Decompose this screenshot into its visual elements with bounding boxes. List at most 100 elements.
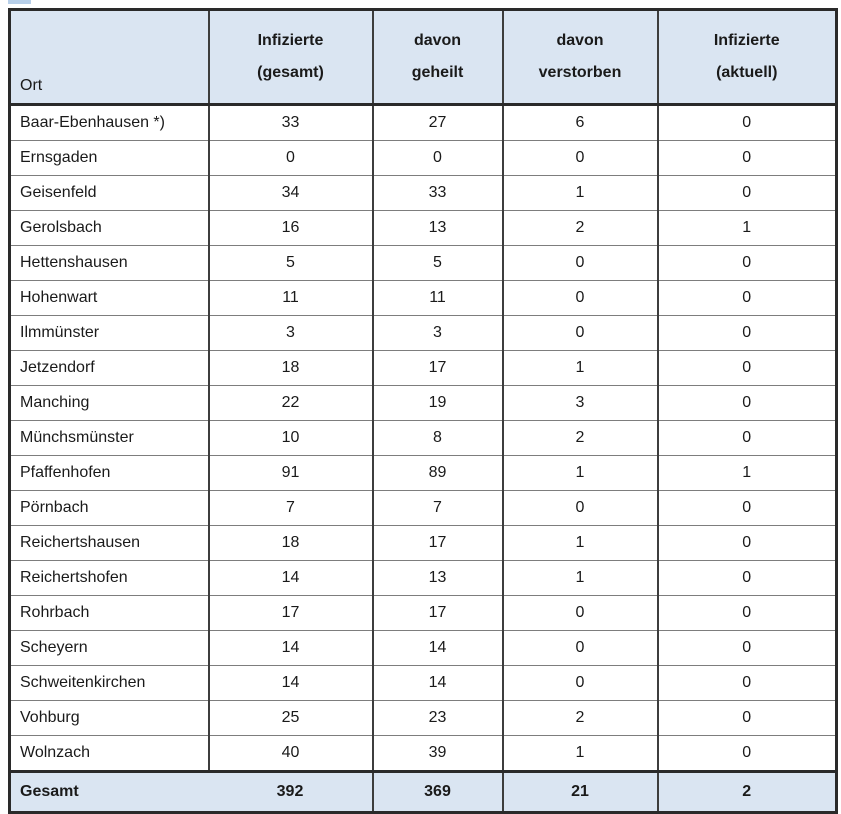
davon-geheilt-cell: 8 (371, 420, 503, 456)
infizierte-gesamt-cell: 3 (207, 315, 373, 351)
column-header-infizierte-aktuell: Infizierte (aktuell) (656, 9, 837, 106)
ort-cell: Scheyern (9, 630, 209, 666)
table-row: Pörnbach 7 7 0 0 (9, 490, 837, 526)
infizierte-gesamt-cell: 17 (207, 595, 373, 631)
ort-cell: Reichertshofen (9, 560, 209, 596)
table-row: Vohburg 25 23 2 0 (9, 700, 837, 736)
ort-cell: Hohenwart (9, 280, 209, 316)
table-row: Wolnzach 40 39 1 0 (9, 735, 837, 772)
infizierte-gesamt-cell: 10 (207, 420, 373, 456)
ort-cell: Geisenfeld (9, 175, 209, 211)
infizierte-gesamt-cell: 14 (207, 560, 373, 596)
davon-geheilt-cell: 5 (371, 245, 503, 281)
davon-geheilt-cell: 23 (371, 700, 503, 736)
header-line2: (gesamt) (257, 64, 324, 81)
ort-cell: Jetzendorf (9, 350, 209, 386)
infizierte-gesamt-cell: 7 (207, 490, 373, 526)
table-footer: Gesamt 392 369 21 2 (9, 770, 837, 813)
cropped-element-artifact (8, 0, 31, 4)
davon-verstorben-cell: 2 (501, 210, 658, 246)
header-line1: Infizierte (257, 32, 324, 49)
total-row: Gesamt 392 369 21 2 (9, 770, 837, 813)
infizierte-aktuell-cell: 0 (656, 104, 837, 141)
infizierte-aktuell-cell: 0 (656, 490, 837, 526)
total-davon-verstorben: 21 (501, 770, 658, 813)
infizierte-gesamt-cell: 33 (207, 104, 373, 141)
header-line1: Infizierte (713, 32, 780, 49)
infizierte-gesamt-cell: 16 (207, 210, 373, 246)
ort-cell: Manching (9, 385, 209, 421)
davon-geheilt-cell: 13 (371, 560, 503, 596)
ort-cell: Ernsgaden (9, 140, 209, 176)
infizierte-aktuell-cell: 0 (656, 595, 837, 631)
davon-geheilt-cell: 14 (371, 630, 503, 666)
davon-geheilt-cell: 17 (371, 525, 503, 561)
davon-geheilt-cell: 3 (371, 315, 503, 351)
infizierte-aktuell-cell: 0 (656, 420, 837, 456)
header-line2: (aktuell) (716, 64, 778, 81)
davon-verstorben-cell: 1 (501, 455, 658, 491)
ort-cell: Baar-Ebenhausen *) (9, 104, 209, 141)
davon-geheilt-cell: 14 (371, 665, 503, 701)
infizierte-aktuell-cell: 0 (656, 245, 837, 281)
davon-verstorben-cell: 2 (501, 700, 658, 736)
infizierte-gesamt-cell: 18 (207, 350, 373, 386)
total-infizierte-gesamt: 392 (208, 770, 373, 813)
davon-geheilt-cell: 0 (371, 140, 503, 176)
infizierte-aktuell-cell: 1 (656, 210, 837, 246)
davon-geheilt-cell: 19 (371, 385, 503, 421)
ort-cell: Vohburg (9, 700, 209, 736)
davon-geheilt-cell: 27 (371, 104, 503, 141)
table-row: Hohenwart 11 11 0 0 (9, 280, 837, 316)
davon-verstorben-cell: 1 (501, 175, 658, 211)
davon-verstorben-cell: 0 (501, 140, 658, 176)
infizierte-aktuell-cell: 0 (656, 665, 837, 701)
davon-geheilt-cell: 7 (371, 490, 503, 526)
infizierte-gesamt-cell: 5 (207, 245, 373, 281)
table-body: Baar-Ebenhausen *) 33 27 6 0 Ernsgaden 0… (9, 104, 837, 772)
infizierte-aktuell-cell: 0 (656, 385, 837, 421)
column-header-infizierte-gesamt: Infizierte (gesamt) (207, 9, 373, 106)
table-row: Münchsmünster 10 8 2 0 (9, 420, 837, 456)
header-line1: davon (413, 32, 462, 49)
total-infizierte-aktuell: 2 (656, 770, 837, 813)
davon-verstorben-cell: 0 (501, 630, 658, 666)
infizierte-gesamt-cell: 25 (207, 700, 373, 736)
infizierte-aktuell-cell: 0 (656, 735, 837, 772)
infizierte-aktuell-cell: 0 (656, 140, 837, 176)
infizierte-aktuell-cell: 0 (656, 525, 837, 561)
davon-verstorben-cell: 1 (501, 525, 658, 561)
infizierte-gesamt-cell: 11 (207, 280, 373, 316)
column-header-davon-geheilt: davon geheilt (371, 9, 503, 106)
davon-geheilt-cell: 39 (371, 735, 503, 772)
header-line2: verstorben (538, 64, 622, 81)
ort-cell: Wolnzach (9, 735, 209, 772)
infizierte-aktuell-cell: 0 (656, 175, 837, 211)
table-row: Jetzendorf 18 17 1 0 (9, 350, 837, 386)
infizierte-gesamt-cell: 18 (207, 525, 373, 561)
table-row: Pfaffenhofen 91 89 1 1 (9, 455, 837, 491)
ort-cell: Schweitenkirchen (9, 665, 209, 701)
ort-cell: Münchsmünster (9, 420, 209, 456)
ort-cell: Pörnbach (9, 490, 209, 526)
table-row: Scheyern 14 14 0 0 (9, 630, 837, 666)
ort-cell: Reichertshausen (9, 525, 209, 561)
header-line2: geheilt (411, 64, 464, 81)
infizierte-gesamt-cell: 14 (207, 665, 373, 701)
davon-verstorben-cell: 0 (501, 245, 658, 281)
table-row: Rohrbach 17 17 0 0 (9, 595, 837, 631)
infizierte-gesamt-cell: 40 (207, 735, 373, 772)
table-header: Ort Infizierte (gesamt) davon geheilt da… (9, 9, 837, 106)
header-row: Ort Infizierte (gesamt) davon geheilt da… (9, 9, 837, 106)
davon-verstorben-cell: 0 (501, 280, 658, 316)
infizierte-aktuell-cell: 0 (656, 700, 837, 736)
infection-stats-table: Ort Infizierte (gesamt) davon geheilt da… (8, 8, 838, 814)
ort-cell: Pfaffenhofen (9, 455, 209, 491)
table-row: Baar-Ebenhausen *) 33 27 6 0 (9, 104, 837, 141)
davon-verstorben-cell: 2 (501, 420, 658, 456)
davon-verstorben-cell: 1 (501, 735, 658, 772)
infizierte-gesamt-cell: 0 (207, 140, 373, 176)
davon-verstorben-cell: 0 (501, 595, 658, 631)
ort-cell: Ilmmünster (9, 315, 209, 351)
table-row: Ernsgaden 0 0 0 0 (9, 140, 837, 176)
